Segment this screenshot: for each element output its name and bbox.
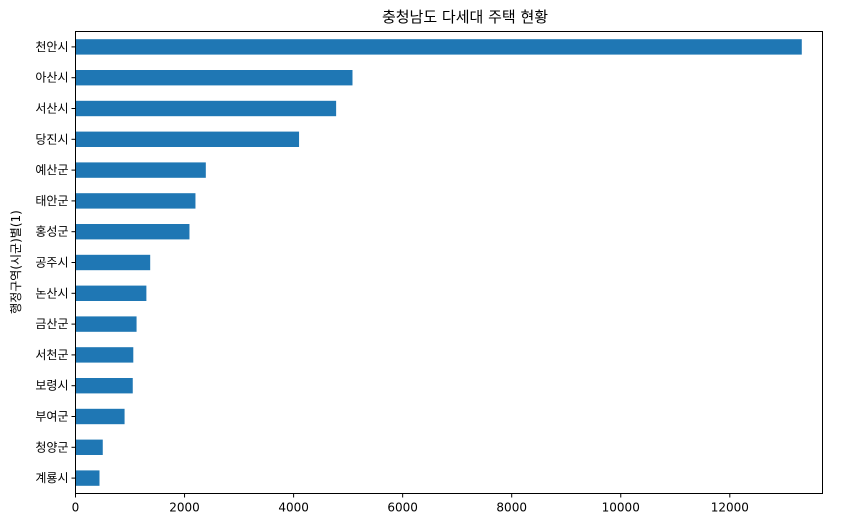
y-tick-label: 부여군 — [35, 410, 68, 424]
y-tick-label: 공주시 — [35, 256, 68, 270]
plot-frame — [75, 31, 823, 494]
y-tick-label: 청양군 — [35, 440, 68, 454]
bar-3 — [75, 100, 337, 117]
y-tick-label: 천안시 — [35, 39, 68, 54]
bar-1 — [75, 39, 802, 55]
x-tick-label: 6000 — [387, 501, 418, 515]
y-tick-label: 예산군 — [35, 163, 68, 177]
bar-8 — [75, 254, 151, 271]
bar-7 — [75, 224, 190, 240]
bar-5 — [75, 162, 206, 178]
x-tick-label: 10000 — [602, 501, 640, 515]
y-tick-label: 계룡시 — [35, 471, 68, 485]
x-tick-label: 4000 — [278, 501, 309, 515]
bar-6 — [75, 193, 196, 209]
y-tick-label: 논산시 — [35, 286, 68, 300]
bar-11 — [75, 347, 134, 363]
y-tick-label: 태안군 — [35, 194, 68, 208]
x-tick-label: 2000 — [169, 501, 200, 515]
bar-9 — [75, 285, 147, 301]
y-tick-label: 서천군 — [35, 347, 68, 362]
bar-12 — [75, 378, 133, 394]
x-tick-label: 8000 — [496, 501, 527, 515]
y-tick-label: 아산시 — [35, 71, 68, 85]
bar-14 — [75, 439, 103, 455]
y-tick-label: 금산군 — [35, 317, 68, 331]
bar-15 — [75, 470, 100, 486]
x-tick-label: 12000 — [711, 501, 749, 515]
y-tick-label: 당진시 — [35, 132, 68, 146]
bar-4 — [75, 131, 300, 147]
chart-title: 충청남도 다세대 주택 현황 — [382, 8, 548, 26]
y-axis-label: 행정구역(시군)별(1) — [8, 210, 23, 314]
y-axis-ticks: 천안시아산시서산시당진시예산군태안군홍성군공주시논산시금산군서천군보령시부여군청… — [35, 39, 76, 485]
x-axis-ticks: 0 2000 4000 6000 8000 10000 12000 — [72, 493, 749, 515]
x-tick-label: 0 — [72, 501, 80, 515]
y-tick-label: 보령시 — [35, 379, 68, 393]
bar-2 — [75, 70, 353, 86]
bar-10 — [75, 316, 137, 332]
bar-13 — [75, 408, 125, 425]
y-tick-label: 홍성군 — [35, 225, 68, 239]
y-tick-label: 서산시 — [35, 102, 68, 116]
bars-group — [75, 39, 802, 486]
